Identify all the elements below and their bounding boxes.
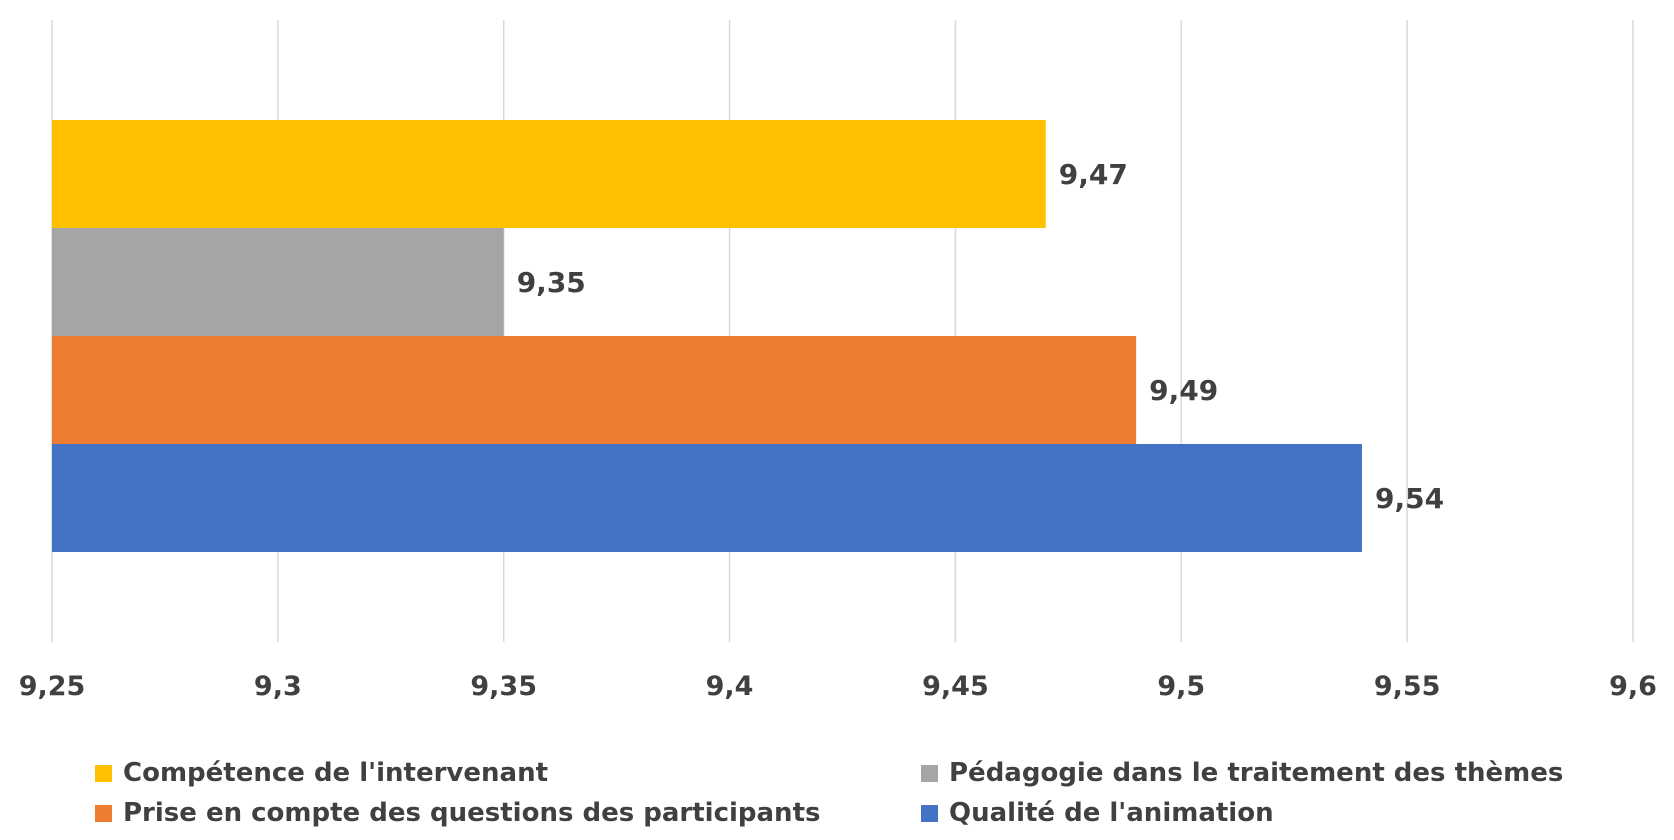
data-label: 9,54 — [1375, 482, 1444, 515]
bar — [52, 444, 1362, 552]
legend-label-prise-en-compte: Prise en compte des questions des partic… — [123, 798, 821, 828]
data-labels: 9,47 9,35 9,49 9,54 — [517, 158, 1444, 515]
x-tick-label: 9,4 — [706, 671, 754, 702]
legend-label-pedagogie: Pédagogie dans le traitement des thèmes — [949, 758, 1564, 788]
x-tick-label: 9,25 — [19, 671, 86, 702]
legend-swatch-qualite — [921, 804, 938, 822]
data-label: 9,47 — [1059, 158, 1128, 191]
bar — [52, 120, 1046, 228]
x-tick-label: 9,55 — [1374, 671, 1441, 702]
x-tick-label: 9,35 — [470, 671, 537, 702]
legend-swatch-prise-en-compte — [95, 804, 112, 822]
bar — [52, 336, 1137, 444]
legend-swatch-pedagogie — [921, 764, 938, 782]
data-label: 9,49 — [1149, 374, 1218, 407]
bar-chart: 9,479,359,499,54 9,25 9,3 9,35 9,4 9,45 9,5 9,… — [19, 20, 1657, 702]
x-tick-label: 9,6 — [1609, 671, 1657, 702]
legend-item-competence: Compétence de l'intervenant — [95, 756, 548, 790]
x-tick-label: 9,5 — [1157, 671, 1205, 702]
bar — [52, 228, 504, 336]
x-tick-label: 9,3 — [254, 671, 302, 702]
legend-label-qualite: Qualité de l'animation — [949, 798, 1274, 828]
bars — [52, 120, 1362, 552]
legend-label-competence: Compétence de l'intervenant — [123, 758, 549, 788]
data-label: 9,35 — [517, 266, 586, 299]
x-tick-label: 9,45 — [922, 671, 989, 702]
legend: Compétence de l'intervenant Pédagogie da… — [95, 756, 1595, 836]
x-axis-tick-labels: 9,25 9,3 9,35 9,4 9,45 9,5 9,55 9,6 — [19, 671, 1657, 702]
legend-item-qualite: Qualité de l'animation — [921, 796, 1274, 830]
legend-item-prise-en-compte: Prise en compte des questions des partic… — [95, 796, 820, 830]
legend-swatch-competence — [95, 764, 112, 782]
legend-item-pedagogie: Pédagogie dans le traitement des thèmes — [921, 756, 1563, 790]
